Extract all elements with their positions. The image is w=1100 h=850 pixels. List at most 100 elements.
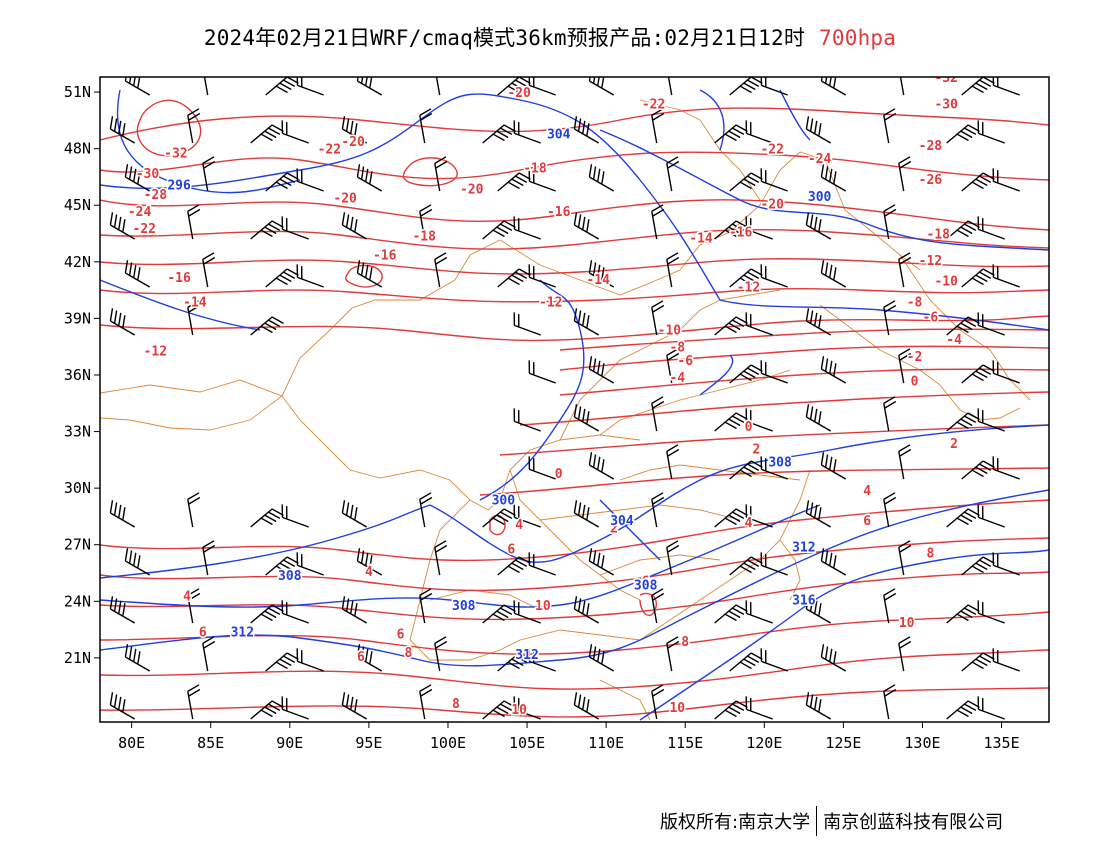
isotherm-line [100,199,1049,231]
height-contour-line [599,499,661,561]
wind-barb [961,172,995,192]
wind-barb [187,588,201,624]
lat-tick-label: 51N [64,83,91,101]
isotherm-label: 0 [745,420,753,435]
wind-barb [946,412,980,432]
wind-barb [898,348,912,384]
isotherm-label: 8 [926,546,934,561]
isotherm-label: -12 [144,344,167,359]
isotherm-label: 4 [183,590,191,605]
wind-barb [946,604,980,624]
wind-barb [513,312,541,336]
isotherm-label: -30 [136,167,160,182]
wind-barb [419,492,433,528]
wind-barb [883,108,897,144]
height-label: 300 [492,493,516,508]
wind-barb [513,216,541,240]
wind-barb [341,116,368,144]
wind-barb [729,652,763,672]
wind-barb [946,220,980,240]
wind-barb [745,696,773,720]
wind-barb [805,404,832,432]
wind-barb [513,696,541,720]
lat-tick-label: 21N [64,649,91,667]
wind-barb [745,504,773,528]
isotherm-label: -20 [333,192,357,207]
isotherm-label: 4 [365,565,373,580]
wind-barb [497,268,531,288]
height-label: 304 [610,514,634,529]
wind-barb [820,356,847,384]
isotherm-labels: -32-30-28-24-22-22-20-20-22-18-20-20-16-… [126,77,963,719]
isotherm-label: -16 [167,271,191,286]
wind-barb [805,500,832,528]
height-contour-line [779,89,811,141]
wind-barb [651,204,665,240]
lat-tick-label: 45N [64,196,91,214]
wind-barb [946,700,980,720]
wind-barb [977,504,1005,528]
wind-barb [666,636,680,672]
isotherm-label: -28 [919,139,943,154]
wind-barb [760,360,788,384]
isotherm-label: 8 [452,697,460,712]
wind-barb [714,508,748,528]
wind-barb [109,116,136,144]
longitude-axis: 80E 85E 90E 95E 100E 105E 110E 115E 120E 125E 130E… [118,722,1020,752]
lon-tick-label: 95E [355,734,382,752]
wind-barb [820,644,847,672]
wind-barb [528,168,556,192]
isotherm-line [100,537,1049,592]
wind-barb [729,556,763,576]
isotherm-label: -30 [934,97,958,112]
isotherm-line [100,151,1049,181]
wind-barb [528,456,556,480]
wind-barb [187,108,201,144]
wind-barb [666,156,680,192]
wind-barb [124,260,151,288]
isotherm-label: -24 [128,205,152,220]
wind-barb [666,444,680,480]
isotherm-label: -10 [658,324,682,339]
wind-barb [124,548,151,576]
isotherm-label: -6 [677,354,693,369]
isotherm-label: -14 [586,273,610,288]
height-contour-line [100,504,431,579]
wind-barb [281,216,309,240]
wind-barb [187,684,201,720]
wind-barb [745,600,773,624]
isotherm-label: -4 [946,333,962,348]
lon-tick-label: 125E [825,734,861,752]
wind-barb [745,408,773,432]
map-frame [99,76,1050,723]
wind-barb [250,508,284,528]
lon-tick-label: 115E [667,734,703,752]
wind-barb [482,700,516,720]
height-contour-line [479,279,585,501]
lon-tick-label: 80E [118,734,145,752]
wind-barb [250,316,284,336]
isotherm-label: 0 [555,467,563,482]
wind-barb [497,652,531,672]
isotherm-label: -18 [523,162,547,177]
wind-barb [745,216,773,240]
wind-barb [513,504,541,528]
isotherm-line [100,258,1049,275]
wind-barb [760,456,788,480]
isotherm-label: -20 [507,86,531,101]
isotherm-label: -8 [907,295,923,310]
wind-barb [419,684,433,720]
wind-barb [356,164,383,192]
wind-barb [883,684,897,720]
wind-barb [588,452,615,480]
wind-barb [992,168,1020,192]
wind-barb [588,164,615,192]
isotherm-label: -8 [669,341,685,356]
isotherm-label: -12 [919,254,942,269]
lon-tick-label: 120E [746,734,782,752]
lat-tick-label: 42N [64,253,91,271]
wind-barb [187,492,201,528]
wind-barb [528,648,556,672]
height-contour-line [100,504,821,608]
isotherm-label: 10 [669,701,685,716]
